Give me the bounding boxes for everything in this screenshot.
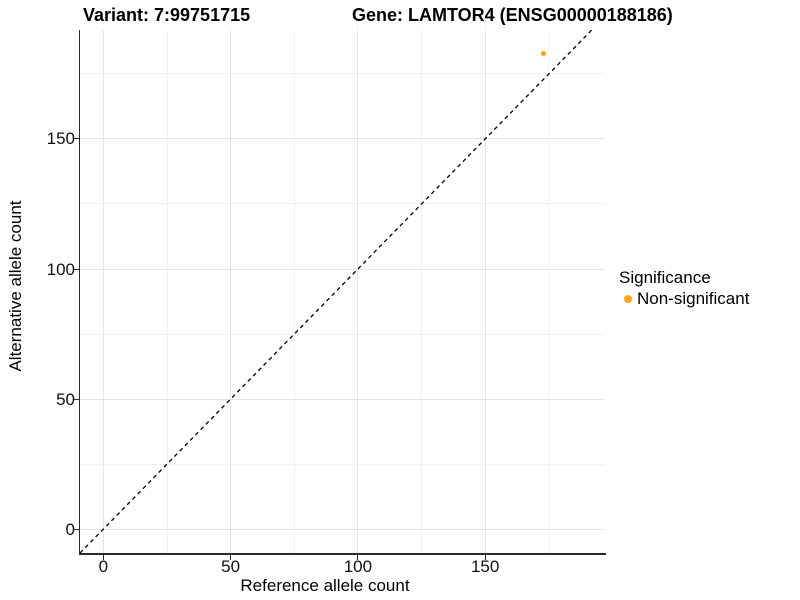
y-tick-label: 150: [46, 129, 75, 149]
x-axis-line: [78, 553, 606, 555]
x-tick-mark: [484, 554, 486, 560]
grid-major-horizontal: [80, 268, 605, 270]
y-tick-mark: [74, 268, 79, 270]
grid-major-horizontal: [80, 138, 605, 140]
y-tick-mark: [74, 528, 79, 530]
legend-items: Non-significant: [619, 289, 749, 308]
grid-minor-vertical: [293, 30, 295, 553]
y-tick-label: 100: [46, 259, 75, 279]
legend-item: Non-significant: [619, 289, 749, 308]
x-tick-mark: [230, 554, 232, 560]
x-tick-label: 150: [470, 557, 500, 576]
legend: Significance Non-significant: [619, 268, 749, 308]
grid-minor-vertical: [548, 30, 550, 553]
data-point: [541, 50, 547, 56]
grid-major-vertical: [484, 30, 486, 553]
plot-title-variant: Variant: 7:99751715: [83, 5, 251, 25]
grid-major-vertical: [102, 30, 104, 553]
identity-reference-line: [80, 30, 593, 553]
x-tick-label: 50: [221, 557, 241, 576]
y-tick-mark: [74, 138, 79, 140]
y-axis-line: [78, 30, 80, 555]
grid-minor-horizontal: [80, 73, 605, 75]
grid-minor-vertical: [166, 30, 168, 553]
grid-major-horizontal: [80, 528, 605, 530]
grid-major-vertical: [357, 30, 359, 553]
x-tick-mark: [102, 554, 104, 560]
plot-title-gene: Gene: LAMTOR4 (ENSG00000188186): [352, 5, 673, 25]
x-tick-label: 0: [98, 557, 109, 576]
grid-minor-horizontal: [80, 203, 605, 205]
y-tick-label: 0: [65, 519, 75, 539]
grid-minor-horizontal: [80, 333, 605, 335]
plot-panel: [80, 30, 605, 553]
grid-minor-horizontal: [80, 463, 605, 465]
x-tick-label: 100: [343, 557, 373, 576]
grid-minor-vertical: [421, 30, 423, 553]
y-tick-label: 50: [56, 389, 75, 409]
grid-major-horizontal: [80, 398, 605, 400]
grid-major-vertical: [230, 30, 232, 553]
x-tick-mark: [357, 554, 359, 560]
x-axis-title: Reference allele count: [240, 576, 410, 595]
y-tick-mark: [74, 398, 79, 400]
legend-item-label: Non-significant: [637, 289, 750, 308]
legend-key-circle-icon: [624, 294, 632, 303]
y-axis-title: Alternative allele count: [6, 200, 25, 372]
legend-title: Significance: [619, 268, 711, 287]
